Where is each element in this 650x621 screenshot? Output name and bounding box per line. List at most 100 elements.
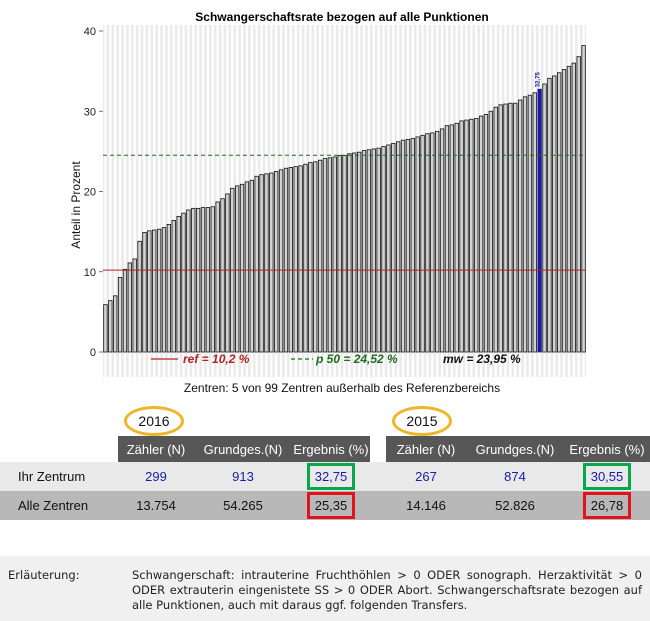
bar	[117, 276, 123, 353]
bar	[205, 207, 211, 353]
bar	[425, 133, 430, 353]
grid-line	[153, 25, 156, 377]
chart-title: Schwangerschaftsrate bezogen auf alle Pu…	[195, 10, 488, 24]
bar	[108, 300, 113, 353]
year-label-2015: 2015	[392, 406, 452, 436]
bar	[454, 122, 459, 353]
bar	[527, 94, 533, 353]
bar	[142, 232, 147, 353]
cell-grundges: 54.265	[194, 491, 292, 520]
bar	[532, 92, 537, 353]
explanation-label: Erläuterung:	[8, 568, 80, 582]
bar	[274, 171, 279, 353]
bar	[220, 198, 225, 353]
cell-grundges: 52.826	[466, 491, 564, 520]
bar	[327, 157, 333, 353]
bar	[478, 115, 484, 353]
grid-line	[162, 25, 166, 377]
header-zaehler: Zähler (N)	[118, 436, 194, 462]
bar	[493, 106, 498, 353]
row-label-alle-zentren: Alle Zentren	[0, 491, 118, 520]
bar	[522, 96, 528, 353]
bar	[283, 167, 289, 353]
bar	[303, 163, 308, 353]
grid-line	[133, 25, 136, 377]
grid-line	[206, 25, 209, 377]
bar	[435, 130, 440, 353]
y-tick-label: 40	[84, 26, 96, 38]
bar	[269, 172, 274, 353]
grid-line	[143, 25, 146, 377]
reference-lines	[103, 154, 586, 271]
bar	[415, 136, 420, 353]
bar-highlight	[537, 88, 542, 353]
bar	[547, 77, 552, 353]
row-gap	[370, 491, 386, 520]
bar	[171, 219, 176, 353]
bar	[396, 141, 401, 353]
bar	[391, 142, 396, 353]
bar	[186, 209, 191, 353]
bar	[127, 262, 132, 353]
bar	[361, 150, 367, 353]
bar-chart: Schwangerschaftsrate bezogen auf alle Pu…	[69, 10, 586, 395]
bar	[293, 166, 298, 353]
bar	[488, 110, 494, 353]
grid-line	[197, 25, 200, 377]
bar	[381, 146, 386, 353]
bar	[191, 207, 196, 353]
cell-zaehler: 267	[386, 462, 466, 491]
bar	[439, 128, 445, 353]
bar	[254, 175, 259, 353]
legend: ref = 10,2 % p 50 = 24,52 % mw = 23,95 %	[151, 352, 521, 366]
bar	[152, 229, 157, 353]
grid-line	[216, 25, 219, 377]
grid-line	[182, 25, 185, 377]
cell-ergebnis-highlight: 30,55	[582, 463, 632, 490]
bar	[561, 69, 567, 353]
cell-ergebnis-highlight: 32,75	[306, 463, 356, 490]
table-row: 14.146 52.826 26,78	[386, 491, 650, 520]
legend-p50-label: p 50 = 24,52 %	[315, 352, 398, 366]
bar	[464, 119, 469, 353]
bar	[288, 167, 293, 353]
bar	[483, 114, 489, 353]
results-table-2016: Zähler (N) Grundges.(N) Ergebnis (%) 299…	[118, 436, 370, 520]
grid-line	[128, 25, 131, 377]
y-axis: 0 10 20 30 40	[84, 26, 103, 359]
grid-line	[187, 25, 190, 377]
bar	[322, 158, 328, 353]
bar	[181, 212, 186, 353]
bar	[313, 161, 318, 353]
y-tick-label: 20	[84, 187, 96, 199]
bar	[264, 173, 269, 353]
y-tick-label: 10	[84, 267, 96, 279]
bar	[386, 144, 391, 353]
bar	[210, 206, 215, 353]
bar	[137, 240, 142, 353]
grid-line	[158, 25, 161, 377]
year-label-2016: 2016	[124, 406, 184, 436]
explanation-note: Erläuterung: Schwangerschaft: intrauteri…	[0, 556, 650, 621]
bar	[132, 258, 137, 353]
bar	[517, 99, 523, 353]
bar	[444, 125, 450, 353]
bar	[337, 154, 342, 353]
bar	[557, 72, 562, 353]
header-grundges: Grundges.(N)	[194, 436, 292, 462]
cell-ergebnis-highlight: 25,35	[306, 492, 356, 519]
bar-highlight-label: 32,75	[536, 72, 542, 88]
bar	[352, 152, 357, 353]
bar	[166, 224, 172, 353]
bar	[239, 183, 245, 353]
bar	[420, 134, 425, 353]
y-tick-label: 30	[84, 106, 96, 118]
cell-grundges: 913	[194, 462, 292, 491]
bar	[317, 159, 323, 353]
bar	[225, 193, 230, 353]
bar	[474, 118, 479, 353]
bar	[347, 153, 352, 353]
legend-ref-label: ref = 10,2 %	[183, 352, 250, 366]
bar	[103, 304, 108, 353]
bar	[459, 120, 464, 353]
